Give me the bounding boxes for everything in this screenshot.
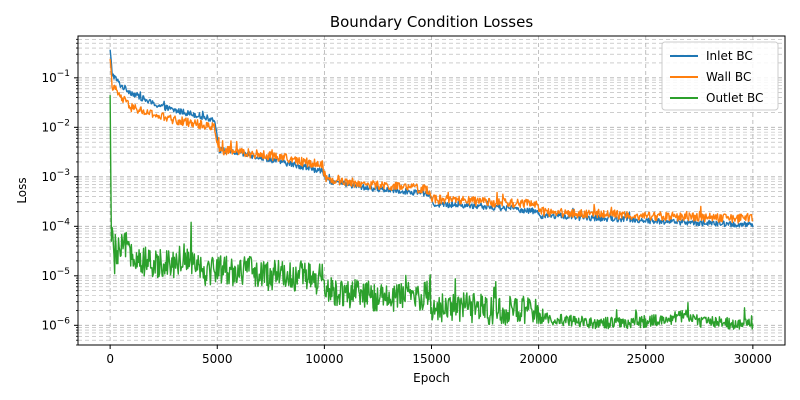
legend-box — [661, 41, 779, 111]
y-tick-label: 10−6 — [41, 316, 70, 332]
y-axis-title: Loss — [15, 177, 29, 203]
legend-label: Wall BC — [706, 70, 751, 84]
x-tick-label: 20000 — [520, 352, 558, 366]
y-tick-label: 10−1 — [41, 69, 70, 85]
x-tick-label: 0 — [106, 352, 114, 366]
ticks: 0 5000 10000 15000 20000 25000 30000 10−6 10−5 10… — [41, 38, 772, 366]
series-layer — [109, 49, 754, 330]
y-tick-label: 10−2 — [41, 118, 70, 134]
y-tick-label: 10−4 — [41, 217, 70, 233]
x-axis-title: Epoch — [413, 371, 450, 385]
x-tick-label: 25000 — [627, 352, 665, 366]
x-tick-label: 10000 — [305, 352, 343, 366]
series-line-wall-bc — [109, 58, 754, 224]
legend-label: Inlet BC — [706, 49, 753, 63]
x-tick-label: 30000 — [734, 352, 772, 366]
chart-title: Boundary Condition Losses — [330, 13, 533, 31]
legend-label: Outlet BC — [706, 91, 763, 105]
y-tick-label: 10−3 — [41, 168, 70, 184]
series-line-outlet-bc — [109, 95, 754, 330]
x-tick-label: 15000 — [412, 352, 450, 366]
legend: Inlet BC Wall BC Outlet BC — [661, 41, 779, 111]
x-tick-label: 5000 — [202, 352, 233, 366]
y-tick-label: 10−5 — [41, 267, 70, 283]
